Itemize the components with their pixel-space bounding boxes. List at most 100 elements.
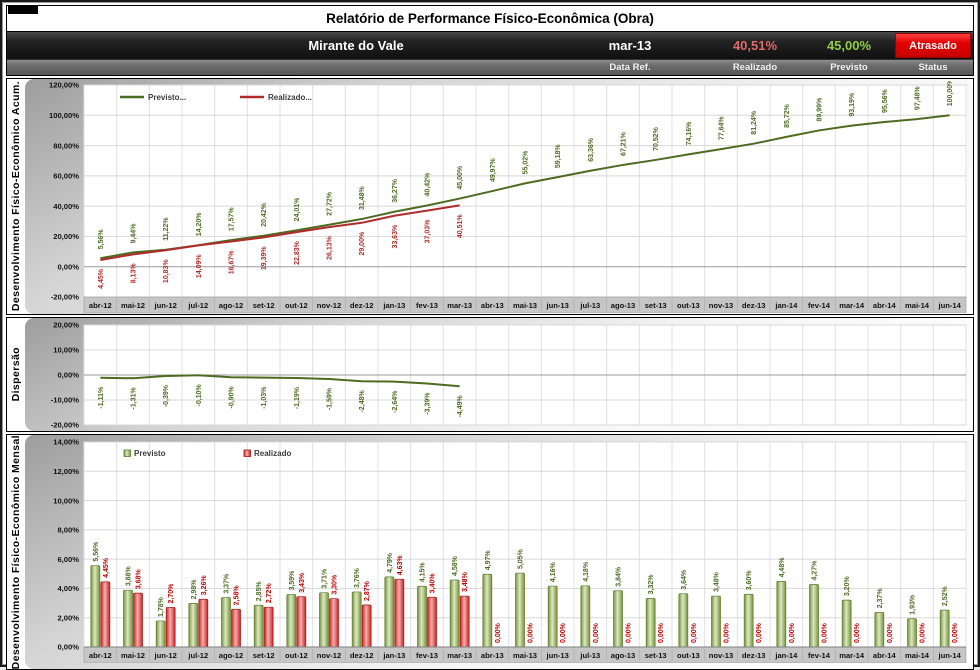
svg-text:-20,00%: -20,00% bbox=[51, 421, 80, 430]
svg-text:mai-12: mai-12 bbox=[121, 301, 145, 310]
svg-text:out-12: out-12 bbox=[285, 651, 308, 660]
axis-title-mensal: Desenvolvimento Físico-Econômico Mensal bbox=[10, 435, 22, 670]
svg-text:abr-14: abr-14 bbox=[873, 651, 897, 660]
chart-panel-dispersao: -20,00% -10,00% 0,00% 10,00% 20,00% -1,11% -1,… bbox=[25, 318, 973, 431]
svg-text:0,00%: 0,00% bbox=[691, 622, 698, 643]
svg-text:17,57%: 17,57% bbox=[229, 207, 236, 232]
svg-text:12,00%: 12,00% bbox=[53, 467, 79, 476]
svg-text:jun-12: jun-12 bbox=[153, 301, 176, 310]
svg-text:3,37%: 3,37% bbox=[224, 573, 231, 594]
svg-text:jan-14: jan-14 bbox=[774, 651, 798, 660]
svg-text:jul-13: jul-13 bbox=[579, 651, 600, 660]
svg-text:0,00%: 0,00% bbox=[495, 622, 502, 643]
svg-text:jun-13: jun-13 bbox=[545, 301, 568, 310]
svg-text:60,00%: 60,00% bbox=[53, 172, 79, 181]
title-row: Relatório de Performance Físico-Econômic… bbox=[7, 6, 973, 32]
svg-text:4,45%: 4,45% bbox=[103, 557, 110, 578]
svg-text:3,48%: 3,48% bbox=[714, 571, 721, 592]
project-name: Mirante do Vale bbox=[308, 38, 404, 53]
status-label: Status bbox=[918, 62, 948, 73]
svg-text:4,00%: 4,00% bbox=[57, 584, 79, 593]
svg-text:20,42%: 20,42% bbox=[261, 202, 268, 227]
svg-text:mar-14: mar-14 bbox=[839, 651, 865, 660]
svg-text:3,20%: 3,20% bbox=[844, 576, 851, 597]
svg-text:2,58%: 2,58% bbox=[234, 585, 241, 606]
svg-text:-2,64%: -2,64% bbox=[392, 390, 399, 413]
svg-text:jul-12: jul-12 bbox=[187, 301, 208, 310]
svg-text:24,01%: 24,01% bbox=[294, 197, 301, 222]
svg-text:8,00%: 8,00% bbox=[57, 526, 79, 535]
svg-text:2,37%: 2,37% bbox=[877, 588, 884, 609]
svg-text:0,00%: 0,00% bbox=[57, 371, 79, 380]
svg-text:dez-12: dez-12 bbox=[350, 301, 374, 310]
chart-block-mensal: Desenvolvimento Físico-Econômico Mensal … bbox=[6, 434, 974, 670]
svg-text:0,00%: 0,00% bbox=[952, 622, 959, 643]
svg-text:jan-14: jan-14 bbox=[774, 301, 798, 310]
svg-text:81,24%: 81,24% bbox=[751, 110, 758, 135]
svg-text:-10,00%: -10,00% bbox=[51, 396, 80, 405]
svg-text:abr-13: abr-13 bbox=[481, 301, 504, 310]
svg-text:93,19%: 93,19% bbox=[849, 92, 856, 117]
svg-text:jul-13: jul-13 bbox=[579, 301, 600, 310]
svg-text:nov-13: nov-13 bbox=[709, 301, 733, 310]
svg-text:jan-13: jan-13 bbox=[382, 301, 405, 310]
svg-text:40,42%: 40,42% bbox=[425, 172, 432, 197]
svg-text:-0,39%: -0,39% bbox=[163, 384, 170, 407]
svg-text:20,00%: 20,00% bbox=[53, 321, 79, 330]
summary-bar: Mirante do Vale mar-13 40,51% 45,00% Atr… bbox=[7, 32, 973, 59]
svg-text:3,71%: 3,71% bbox=[322, 568, 329, 589]
svg-text:Previsto...: Previsto... bbox=[148, 93, 186, 102]
svg-text:abr-12: abr-12 bbox=[89, 301, 112, 310]
svg-text:70,52%: 70,52% bbox=[653, 126, 660, 151]
svg-text:4,15%: 4,15% bbox=[420, 562, 427, 583]
svg-text:97,48%: 97,48% bbox=[915, 86, 922, 111]
svg-text:dez-13: dez-13 bbox=[742, 301, 766, 310]
svg-text:jun-14: jun-14 bbox=[937, 651, 961, 660]
status-badge: Atrasado bbox=[895, 33, 971, 58]
svg-text:4,45%: 4,45% bbox=[98, 268, 105, 289]
svg-text:16,67%: 16,67% bbox=[229, 250, 236, 275]
svg-text:out-13: out-13 bbox=[677, 301, 700, 310]
svg-text:100,00%: 100,00% bbox=[947, 81, 954, 106]
svg-text:0,00%: 0,00% bbox=[822, 622, 829, 643]
svg-text:nov-12: nov-12 bbox=[317, 651, 341, 660]
svg-text:0,00%: 0,00% bbox=[854, 622, 861, 643]
svg-text:100,00%: 100,00% bbox=[49, 111, 79, 120]
svg-text:fev-13: fev-13 bbox=[416, 301, 438, 310]
svg-text:jul-12: jul-12 bbox=[187, 651, 208, 660]
svg-text:14,00%: 14,00% bbox=[53, 438, 79, 447]
svg-text:33,63%: 33,63% bbox=[392, 224, 399, 249]
svg-text:29,00%: 29,00% bbox=[359, 231, 366, 256]
svg-text:0,00%: 0,00% bbox=[920, 622, 927, 643]
svg-text:nov-12: nov-12 bbox=[317, 301, 341, 310]
svg-text:0,00%: 0,00% bbox=[57, 643, 79, 652]
svg-text:0,00%: 0,00% bbox=[57, 262, 79, 271]
svg-text:nov-13: nov-13 bbox=[709, 651, 733, 660]
svg-text:4,97%: 4,97% bbox=[485, 550, 492, 571]
svg-text:0,00%: 0,00% bbox=[724, 622, 731, 643]
svg-text:55,02%: 55,02% bbox=[523, 150, 530, 175]
svg-text:out-13: out-13 bbox=[677, 651, 700, 660]
svg-text:3,88%: 3,88% bbox=[126, 566, 133, 587]
svg-text:49,97%: 49,97% bbox=[490, 158, 497, 183]
svg-text:set-13: set-13 bbox=[645, 301, 667, 310]
report-header: Relatório de Performance Físico-Econômic… bbox=[6, 5, 974, 76]
svg-text:31,48%: 31,48% bbox=[359, 186, 366, 211]
svg-text:20,00%: 20,00% bbox=[53, 232, 79, 241]
svg-text:26,13%: 26,13% bbox=[327, 235, 334, 260]
svg-text:3,26%: 3,26% bbox=[201, 575, 208, 596]
chart-panel-mensal: 0,00% 2,00% 4,00% 6,00% 8,00% 10,00% 12,00% 14,… bbox=[25, 435, 973, 670]
data-ref-label: Data Ref. bbox=[609, 62, 651, 73]
svg-text:67,21%: 67,21% bbox=[621, 131, 628, 156]
axis-title-acumulado: Desenvolvimento Físico-Econômico Acum. bbox=[10, 81, 22, 312]
svg-text:0,00%: 0,00% bbox=[560, 622, 567, 643]
svg-text:74,16%: 74,16% bbox=[686, 121, 693, 146]
svg-text:8,13%: 8,13% bbox=[131, 263, 138, 284]
svg-text:mai-14: mai-14 bbox=[905, 651, 930, 660]
svg-text:-1,31%: -1,31% bbox=[131, 387, 138, 410]
svg-text:2,72%: 2,72% bbox=[266, 583, 273, 604]
svg-text:mai-14: mai-14 bbox=[905, 301, 930, 310]
svg-text:3,40%: 3,40% bbox=[430, 573, 437, 594]
svg-text:11,22%: 11,22% bbox=[163, 217, 170, 241]
